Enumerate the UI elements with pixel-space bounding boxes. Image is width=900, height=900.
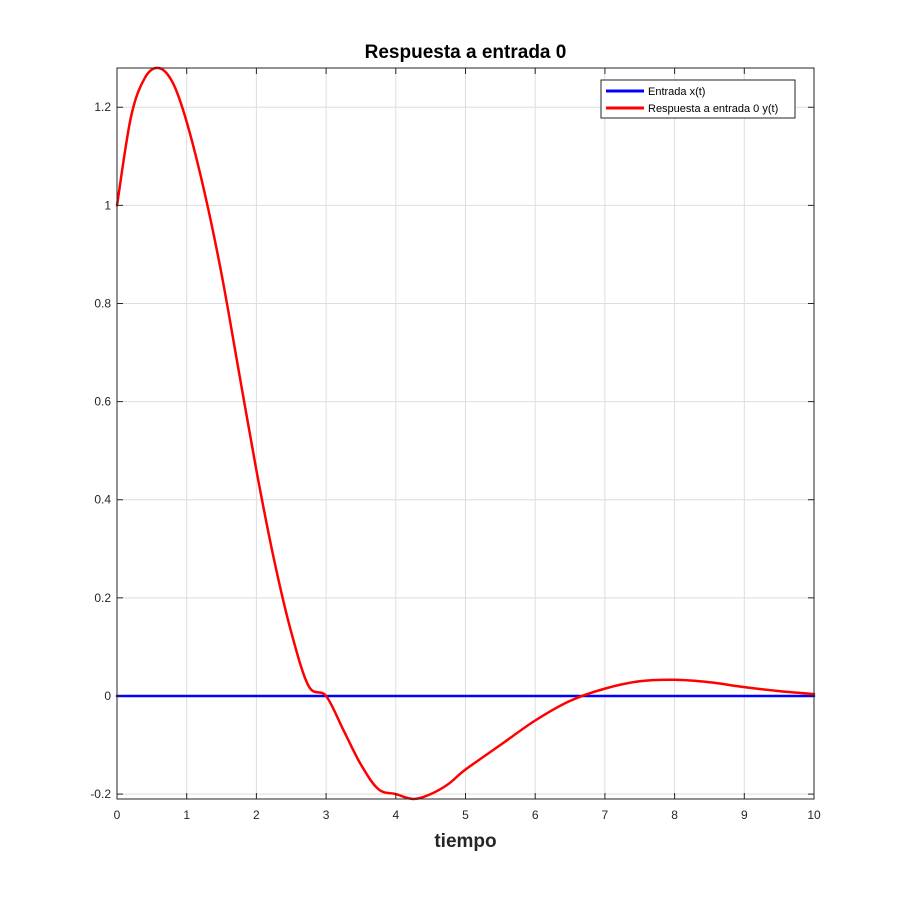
- x-tick-label: 1: [183, 808, 190, 822]
- legend-label-entrada: Entrada x(t): [648, 86, 705, 98]
- series-layer: [115, 66, 816, 801]
- x-tick-label: 3: [323, 808, 330, 822]
- x-tick-label: 10: [807, 808, 821, 822]
- series-line-respuesta: [115, 66, 816, 801]
- x-tick-label: 5: [462, 808, 469, 822]
- x-tick-label: 7: [602, 808, 609, 822]
- x-tick-label: 9: [741, 808, 748, 822]
- x-tick-label: 6: [532, 808, 539, 822]
- y-tick-label: 1: [104, 198, 111, 212]
- y-tick-label: 0.2: [94, 591, 111, 605]
- y-tick-label: 0.8: [94, 296, 111, 310]
- x-axis-label: tiempo: [434, 831, 496, 852]
- y-tick-label: 1.2: [94, 100, 111, 114]
- legend: Entrada x(t) Respuesta a entrada 0 y(t): [600, 79, 796, 119]
- x-tick-label: 4: [392, 808, 399, 822]
- x-tick-label: 0: [114, 808, 121, 822]
- x-tick-label: 8: [671, 808, 678, 822]
- chart-title: Respuesta a entrada 0: [365, 42, 567, 63]
- x-tick-label: 2: [253, 808, 260, 822]
- y-tick-label: -0.2: [90, 787, 111, 801]
- y-tick-label: 0: [104, 689, 111, 703]
- y-tick-label: 0.6: [94, 395, 111, 409]
- ticks: 0 1 2 3 4 5 6 7 8 9 10-0.200.20.40.60.811.2: [90, 68, 821, 822]
- legend-box: [600, 79, 796, 119]
- y-tick-label: 0.4: [94, 493, 111, 507]
- legend-label-respuesta: Respuesta a entrada 0 y(t): [648, 103, 778, 115]
